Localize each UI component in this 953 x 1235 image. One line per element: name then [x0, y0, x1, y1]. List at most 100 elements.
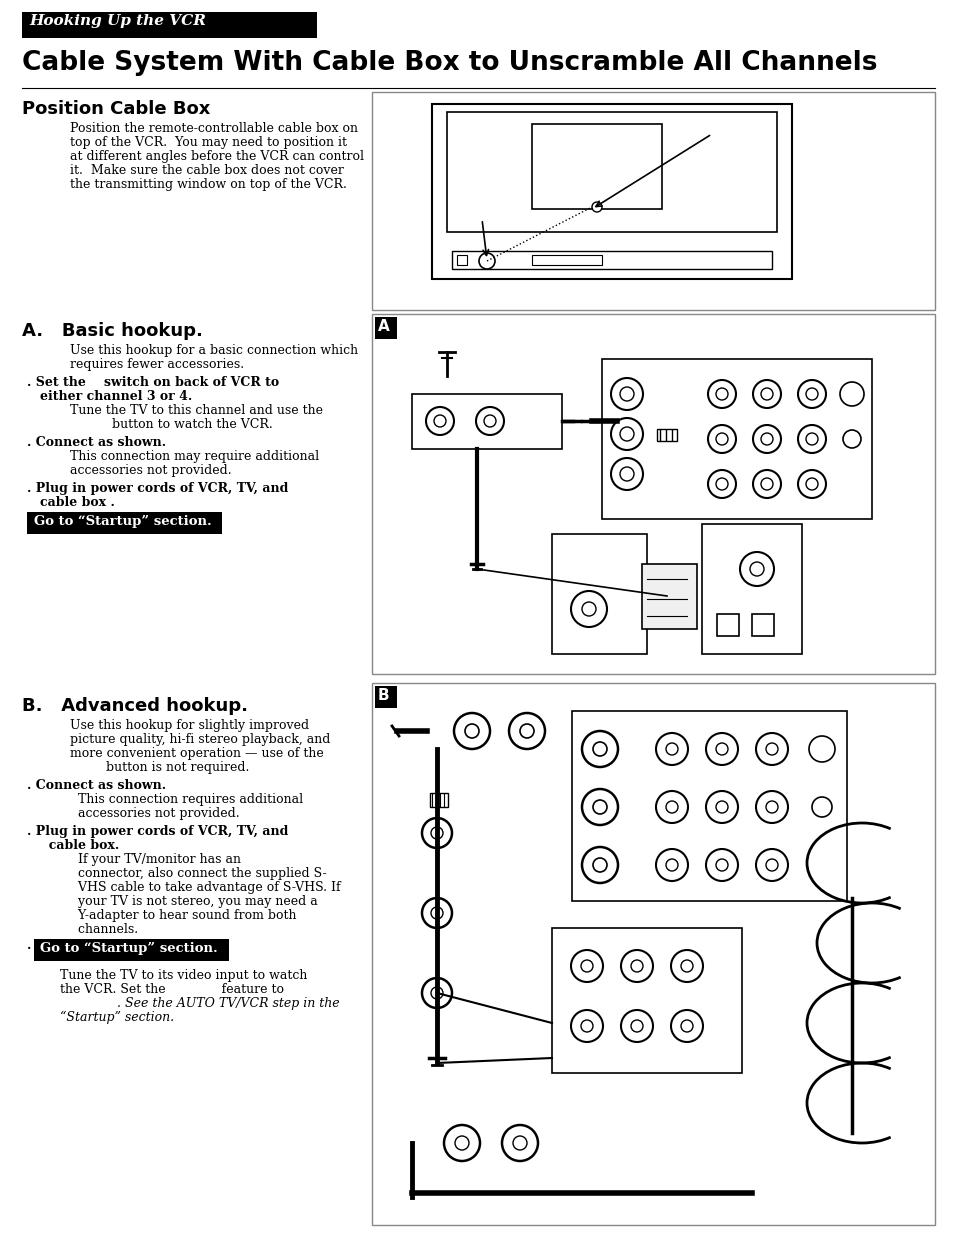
Circle shape	[610, 378, 642, 410]
Circle shape	[797, 471, 825, 498]
Circle shape	[755, 848, 787, 881]
Bar	[701, 524, 801, 655]
Circle shape	[707, 471, 735, 498]
Circle shape	[707, 425, 735, 453]
Bar	[447, 112, 776, 232]
Bar	[456, 254, 467, 266]
Circle shape	[509, 713, 544, 748]
Bar	[412, 394, 561, 450]
Text: Tune the TV to this channel and use the: Tune the TV to this channel and use the	[70, 404, 323, 417]
Circle shape	[760, 388, 772, 400]
Circle shape	[808, 736, 834, 762]
Text: picture quality, hi-fi stereo playback, and: picture quality, hi-fi stereo playback, …	[70, 734, 330, 746]
Circle shape	[454, 713, 490, 748]
Circle shape	[797, 425, 825, 453]
Circle shape	[842, 430, 861, 448]
Circle shape	[513, 1136, 526, 1150]
Circle shape	[464, 724, 478, 739]
Circle shape	[431, 906, 442, 919]
Text: your TV is not stereo, you may need a: your TV is not stereo, you may need a	[70, 895, 317, 908]
Text: . Plug in power cords of VCR, TV, and: . Plug in power cords of VCR, TV, and	[27, 482, 288, 495]
Text: This connection requires additional: This connection requires additional	[70, 793, 303, 806]
Text: switch on back of VCR to: switch on back of VCR to	[104, 375, 279, 389]
Text: . Connect as shown.: . Connect as shown.	[27, 779, 166, 792]
Circle shape	[426, 408, 454, 435]
Text: Use this hookup for a basic connection which: Use this hookup for a basic connection w…	[70, 345, 357, 357]
Circle shape	[619, 427, 634, 441]
Text: Go to “Startup” section.: Go to “Startup” section.	[40, 942, 217, 955]
Bar	[432, 104, 791, 279]
Text: button is not required.: button is not required.	[70, 761, 249, 774]
Circle shape	[740, 552, 773, 585]
Circle shape	[619, 387, 634, 401]
Text: accessories not provided.: accessories not provided.	[70, 464, 232, 477]
Circle shape	[593, 742, 606, 756]
Circle shape	[716, 802, 727, 813]
Text: . Plug in power cords of VCR, TV, and: . Plug in power cords of VCR, TV, and	[27, 825, 288, 839]
Circle shape	[840, 382, 863, 406]
Text: Tune the TV to its video input to watch: Tune the TV to its video input to watch	[60, 969, 307, 982]
Text: A.   Basic hookup.: A. Basic hookup.	[22, 322, 203, 340]
Circle shape	[755, 734, 787, 764]
Circle shape	[716, 743, 727, 755]
Circle shape	[610, 458, 642, 490]
Text: cable box .: cable box .	[40, 496, 114, 509]
Text: B: B	[377, 688, 389, 703]
Text: “Startup” section.: “Startup” section.	[60, 1011, 174, 1024]
Circle shape	[760, 478, 772, 490]
Text: accessories not provided.: accessories not provided.	[70, 806, 239, 820]
Circle shape	[656, 790, 687, 823]
Bar	[717, 614, 739, 636]
Text: the transmitting window on top of the VCR.: the transmitting window on top of the VC…	[70, 178, 347, 191]
Circle shape	[421, 818, 452, 848]
Circle shape	[752, 425, 781, 453]
Circle shape	[716, 478, 727, 490]
Circle shape	[705, 848, 738, 881]
Text: cable box.: cable box.	[40, 839, 119, 852]
Bar	[27, 513, 222, 534]
Circle shape	[620, 950, 652, 982]
Circle shape	[478, 253, 495, 269]
Circle shape	[519, 724, 534, 739]
Text: requires fewer accessories.: requires fewer accessories.	[70, 358, 244, 370]
Circle shape	[765, 860, 778, 871]
Circle shape	[501, 1125, 537, 1161]
Circle shape	[455, 1136, 469, 1150]
Bar	[34, 939, 229, 961]
Text: A: A	[377, 319, 390, 333]
Circle shape	[680, 960, 692, 972]
Circle shape	[765, 802, 778, 813]
Circle shape	[593, 800, 606, 814]
Circle shape	[571, 950, 602, 982]
Circle shape	[752, 471, 781, 498]
Bar	[372, 683, 934, 1225]
Bar	[657, 429, 677, 441]
Bar	[375, 685, 396, 708]
Circle shape	[805, 478, 817, 490]
Circle shape	[797, 380, 825, 408]
Text: Hooking Up the VCR: Hooking Up the VCR	[29, 14, 206, 28]
Text: the VCR. Set the              feature to: the VCR. Set the feature to	[60, 983, 284, 995]
Circle shape	[431, 987, 442, 999]
Text: top of the VCR.  You may need to position it: top of the VCR. You may need to position…	[70, 136, 347, 149]
Bar	[601, 359, 871, 519]
Circle shape	[811, 797, 831, 818]
Circle shape	[580, 1020, 593, 1032]
Circle shape	[581, 789, 618, 825]
Circle shape	[716, 433, 727, 445]
Text: channels.: channels.	[70, 923, 138, 936]
Circle shape	[670, 950, 702, 982]
Text: more convenient operation — use of the: more convenient operation — use of the	[70, 747, 323, 760]
Bar	[452, 251, 771, 269]
Circle shape	[630, 960, 642, 972]
Circle shape	[760, 433, 772, 445]
Circle shape	[619, 467, 634, 480]
Circle shape	[805, 388, 817, 400]
Text: .: .	[27, 939, 31, 952]
Text: This connection may require additional: This connection may require additional	[70, 450, 319, 463]
Text: Position the remote-controllable cable box on: Position the remote-controllable cable b…	[70, 122, 357, 135]
Circle shape	[571, 1010, 602, 1042]
Circle shape	[421, 898, 452, 927]
Circle shape	[483, 415, 496, 427]
Bar	[22, 12, 316, 38]
